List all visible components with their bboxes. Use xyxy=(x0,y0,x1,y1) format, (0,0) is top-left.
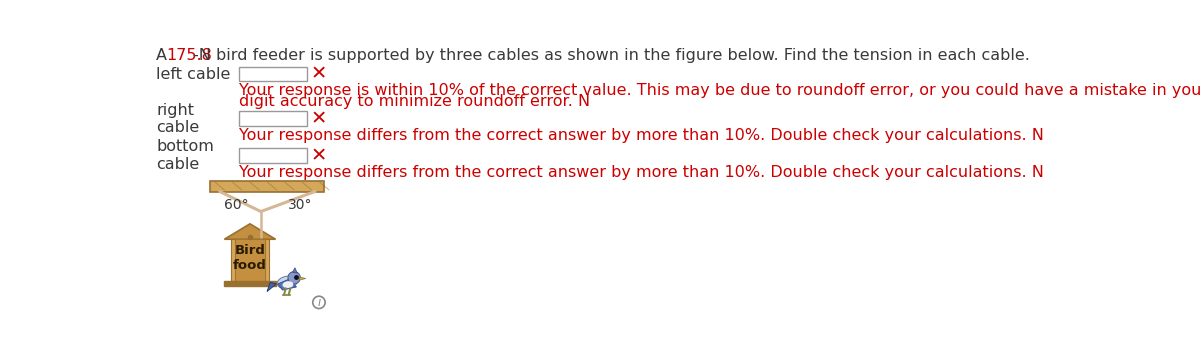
Text: 60°: 60° xyxy=(224,198,250,212)
Circle shape xyxy=(313,296,325,309)
Circle shape xyxy=(288,272,300,284)
FancyBboxPatch shape xyxy=(230,239,235,281)
Text: -N bird feeder is supported by three cables as shown in the figure below. Find t: -N bird feeder is supported by three cab… xyxy=(193,47,1030,62)
FancyBboxPatch shape xyxy=(239,67,307,81)
FancyBboxPatch shape xyxy=(239,111,307,126)
Polygon shape xyxy=(278,279,296,290)
Text: left cable: left cable xyxy=(156,67,230,81)
Text: ✕: ✕ xyxy=(311,146,326,165)
FancyBboxPatch shape xyxy=(239,148,307,163)
Text: Bird
food: Bird food xyxy=(233,244,266,272)
Text: Your response is within 10% of the correct value. This may be due to roundoff er: Your response is within 10% of the corre… xyxy=(239,83,1200,98)
Text: i: i xyxy=(317,296,320,309)
Ellipse shape xyxy=(282,281,293,288)
FancyBboxPatch shape xyxy=(210,181,324,192)
Text: 30°: 30° xyxy=(288,198,312,212)
Text: ✕: ✕ xyxy=(311,109,326,128)
Text: Your response differs from the correct answer by more than 10%. Double check you: Your response differs from the correct a… xyxy=(239,165,1044,180)
Text: right
cable: right cable xyxy=(156,102,199,135)
Text: digit accuracy to minimize roundoff error. N: digit accuracy to minimize roundoff erro… xyxy=(239,94,590,109)
Text: 175.8: 175.8 xyxy=(167,47,212,62)
Polygon shape xyxy=(300,277,306,280)
Polygon shape xyxy=(268,282,276,292)
Ellipse shape xyxy=(277,276,298,289)
FancyBboxPatch shape xyxy=(265,239,269,281)
Text: A: A xyxy=(156,47,173,62)
FancyBboxPatch shape xyxy=(223,281,276,286)
FancyBboxPatch shape xyxy=(235,239,265,281)
Polygon shape xyxy=(293,268,298,273)
Text: Your response differs from the correct answer by more than 10%. Double check you: Your response differs from the correct a… xyxy=(239,128,1044,143)
Text: bottom
cable: bottom cable xyxy=(156,139,214,172)
Polygon shape xyxy=(224,224,276,239)
Text: ✕: ✕ xyxy=(311,65,326,84)
